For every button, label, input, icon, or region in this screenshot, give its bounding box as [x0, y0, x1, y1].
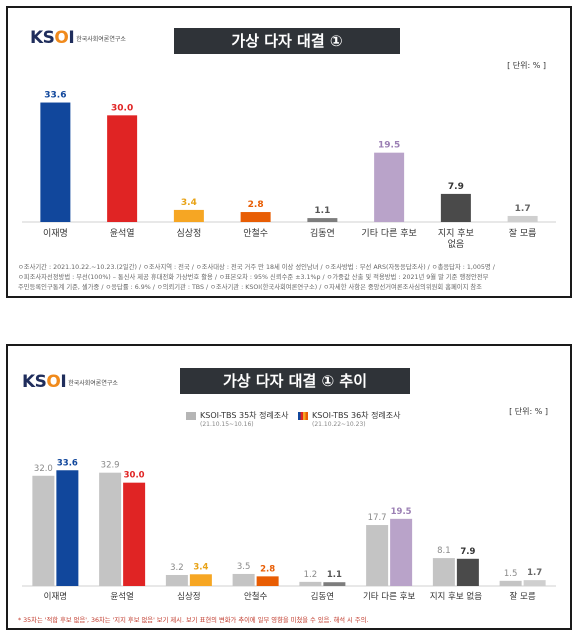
- bar-curr: [123, 482, 146, 586]
- bar-prev: [499, 580, 522, 586]
- bar: [240, 212, 271, 222]
- ksoi-logo-2: KSOI 한국사회여론연구소: [22, 372, 118, 392]
- legend-item-prev: KSOI-TBS 35차 정례조사 (21.10.15~10.16): [186, 410, 289, 428]
- survey-note-2: ㅇ피조사자선정방법 : 무선(100%) – 통신사 제공 휴대전화 가상번호 …: [18, 274, 489, 281]
- data-label: 3.4: [181, 198, 197, 208]
- bar-curr: [189, 574, 212, 586]
- bar: [440, 193, 471, 222]
- data-label-prev: 32.0: [34, 464, 53, 474]
- category-label: 윤석열: [110, 228, 135, 239]
- chart-title: 가상 다자 대결 ①: [174, 28, 400, 54]
- data-label: 1.1: [314, 206, 330, 216]
- bar-prev: [99, 472, 122, 586]
- logo-mark-a: KS: [30, 28, 55, 48]
- bar-chart-current: 33.6 이재명 30.0 윤석열 3.4 심상정 2.8 안철수 1.1 김동연 19.5 기타 다…: [22, 91, 556, 250]
- category-label: 잘 모름: [509, 227, 537, 239]
- data-label-prev: 3.2: [170, 563, 184, 573]
- ksoi-logo: KSOI 한국사회여론연구소: [30, 28, 126, 48]
- bar: [507, 215, 538, 222]
- bar-curr: [256, 576, 279, 586]
- data-label: 1.7: [515, 204, 531, 214]
- data-label-curr: 7.9: [460, 547, 475, 557]
- category-label: 안철수: [244, 591, 268, 602]
- data-label: 33.6: [44, 91, 66, 101]
- data-label-curr: 2.8: [260, 564, 275, 574]
- bar: [307, 218, 338, 222]
- category-label: 심상정: [176, 228, 201, 239]
- bar-prev: [432, 558, 455, 586]
- data-label-prev: 8.1: [437, 546, 451, 556]
- category-label: 안철수: [243, 228, 268, 239]
- data-label-curr: 1.1: [327, 570, 342, 580]
- data-label: 2.8: [248, 200, 264, 210]
- data-label-curr: 19.5: [391, 507, 412, 517]
- bar-curr: [456, 558, 479, 586]
- legend-date-prev: (21.10.15~10.16): [200, 421, 254, 428]
- chart-panel-current: KSOI 한국사회여론연구소 가상 다자 대결 ① [ 단위: % ] 33.6…: [6, 6, 572, 298]
- category-label: 지지 후보: [438, 228, 474, 239]
- unit-label-trend: [ 단위: % ]: [509, 407, 548, 416]
- bar: [374, 152, 405, 222]
- logo-mark-c: I: [68, 28, 75, 48]
- data-label: 19.5: [378, 141, 400, 151]
- category-label: 윤석열: [110, 591, 134, 602]
- unit-label: [ 단위: % ]: [507, 61, 546, 70]
- survey-note-1: ㅇ조사기간 : 2021.10.22.~10.23.(2일간) / ㅇ조사지역 …: [18, 264, 495, 271]
- category-label: 기타 다른 후보: [363, 592, 416, 602]
- bar-curr: [390, 518, 413, 586]
- bar-curr: [56, 470, 79, 586]
- legend-swatch-prev: [186, 411, 196, 420]
- legend-swatch-curr: [298, 411, 308, 420]
- category-label: 이재명: [43, 228, 68, 239]
- logo-mark-b: O: [54, 28, 69, 48]
- category-label: 지지 후보 없음: [430, 592, 483, 602]
- category-label: 김동연: [310, 227, 335, 239]
- logo-mark-c: I: [60, 372, 67, 392]
- data-label-prev: 32.9: [101, 461, 120, 471]
- legend-label-prev: KSOI-TBS 35차 정례조사: [200, 411, 289, 420]
- bar-prev: [366, 525, 389, 586]
- survey-note-3: 주민등록인구통계 기준, 셀가중 / ㅇ응답률 : 6.9% / ㅇ의뢰기관 :…: [18, 284, 482, 291]
- logo-mark-a: KS: [22, 372, 47, 392]
- bar: [173, 209, 204, 222]
- data-label-prev: 1.2: [304, 570, 318, 580]
- chart-panel-trend: KSOI 한국사회여론연구소 가상 다자 대결 ① 추이 KSOI-TBS 35…: [6, 344, 572, 630]
- category-label: 김동연: [311, 591, 334, 602]
- bar-prev: [299, 581, 322, 586]
- bar-curr: [323, 582, 346, 586]
- data-label-curr: 3.4: [193, 562, 208, 572]
- chart-title-trend: 가상 다자 대결 ① 추이: [180, 368, 410, 394]
- bar-chart-trend: 32.0 33.6 이재명 32.9 30.0 윤석열 3.2 3.4 심상정 3.5 2.8 안철수…: [22, 458, 556, 602]
- logo-subtitle: 한국사회여론연구소: [68, 379, 118, 387]
- category-label: 없음: [448, 239, 465, 250]
- legend-item-curr: KSOI-TBS 36차 정례조사 (21.10.22~10.23): [298, 410, 401, 428]
- data-label-curr: 1.7: [527, 568, 542, 578]
- data-label-curr: 33.6: [57, 458, 78, 468]
- data-label-curr: 30.0: [124, 471, 145, 481]
- category-label: 잘 모름: [510, 591, 536, 602]
- data-label-prev: 1.5: [504, 569, 518, 579]
- legend-label-curr: KSOI-TBS 36차 정례조사: [312, 411, 401, 420]
- bar-prev: [165, 574, 188, 586]
- bar: [107, 115, 138, 222]
- category-label: 기타 다른 후보: [361, 228, 416, 239]
- legend-date-curr: (21.10.22~10.23): [312, 421, 366, 428]
- bar: [40, 102, 71, 222]
- bar-prev: [32, 475, 55, 586]
- data-label-prev: 17.7: [368, 513, 387, 523]
- footnote: * 35차는 '적합 후보 없음', 36차는 '지지 후보 없음' 보기 제시…: [18, 617, 369, 624]
- data-label-prev: 3.5: [237, 562, 251, 572]
- logo-subtitle: 한국사회여론연구소: [76, 35, 126, 43]
- data-label: 7.9: [448, 182, 464, 192]
- logo-mark-b: O: [46, 372, 61, 392]
- category-label: 이재명: [44, 591, 67, 602]
- bar-prev: [232, 573, 255, 586]
- data-label: 30.0: [111, 103, 133, 113]
- category-label: 심상정: [177, 591, 200, 602]
- bar-curr: [523, 580, 546, 586]
